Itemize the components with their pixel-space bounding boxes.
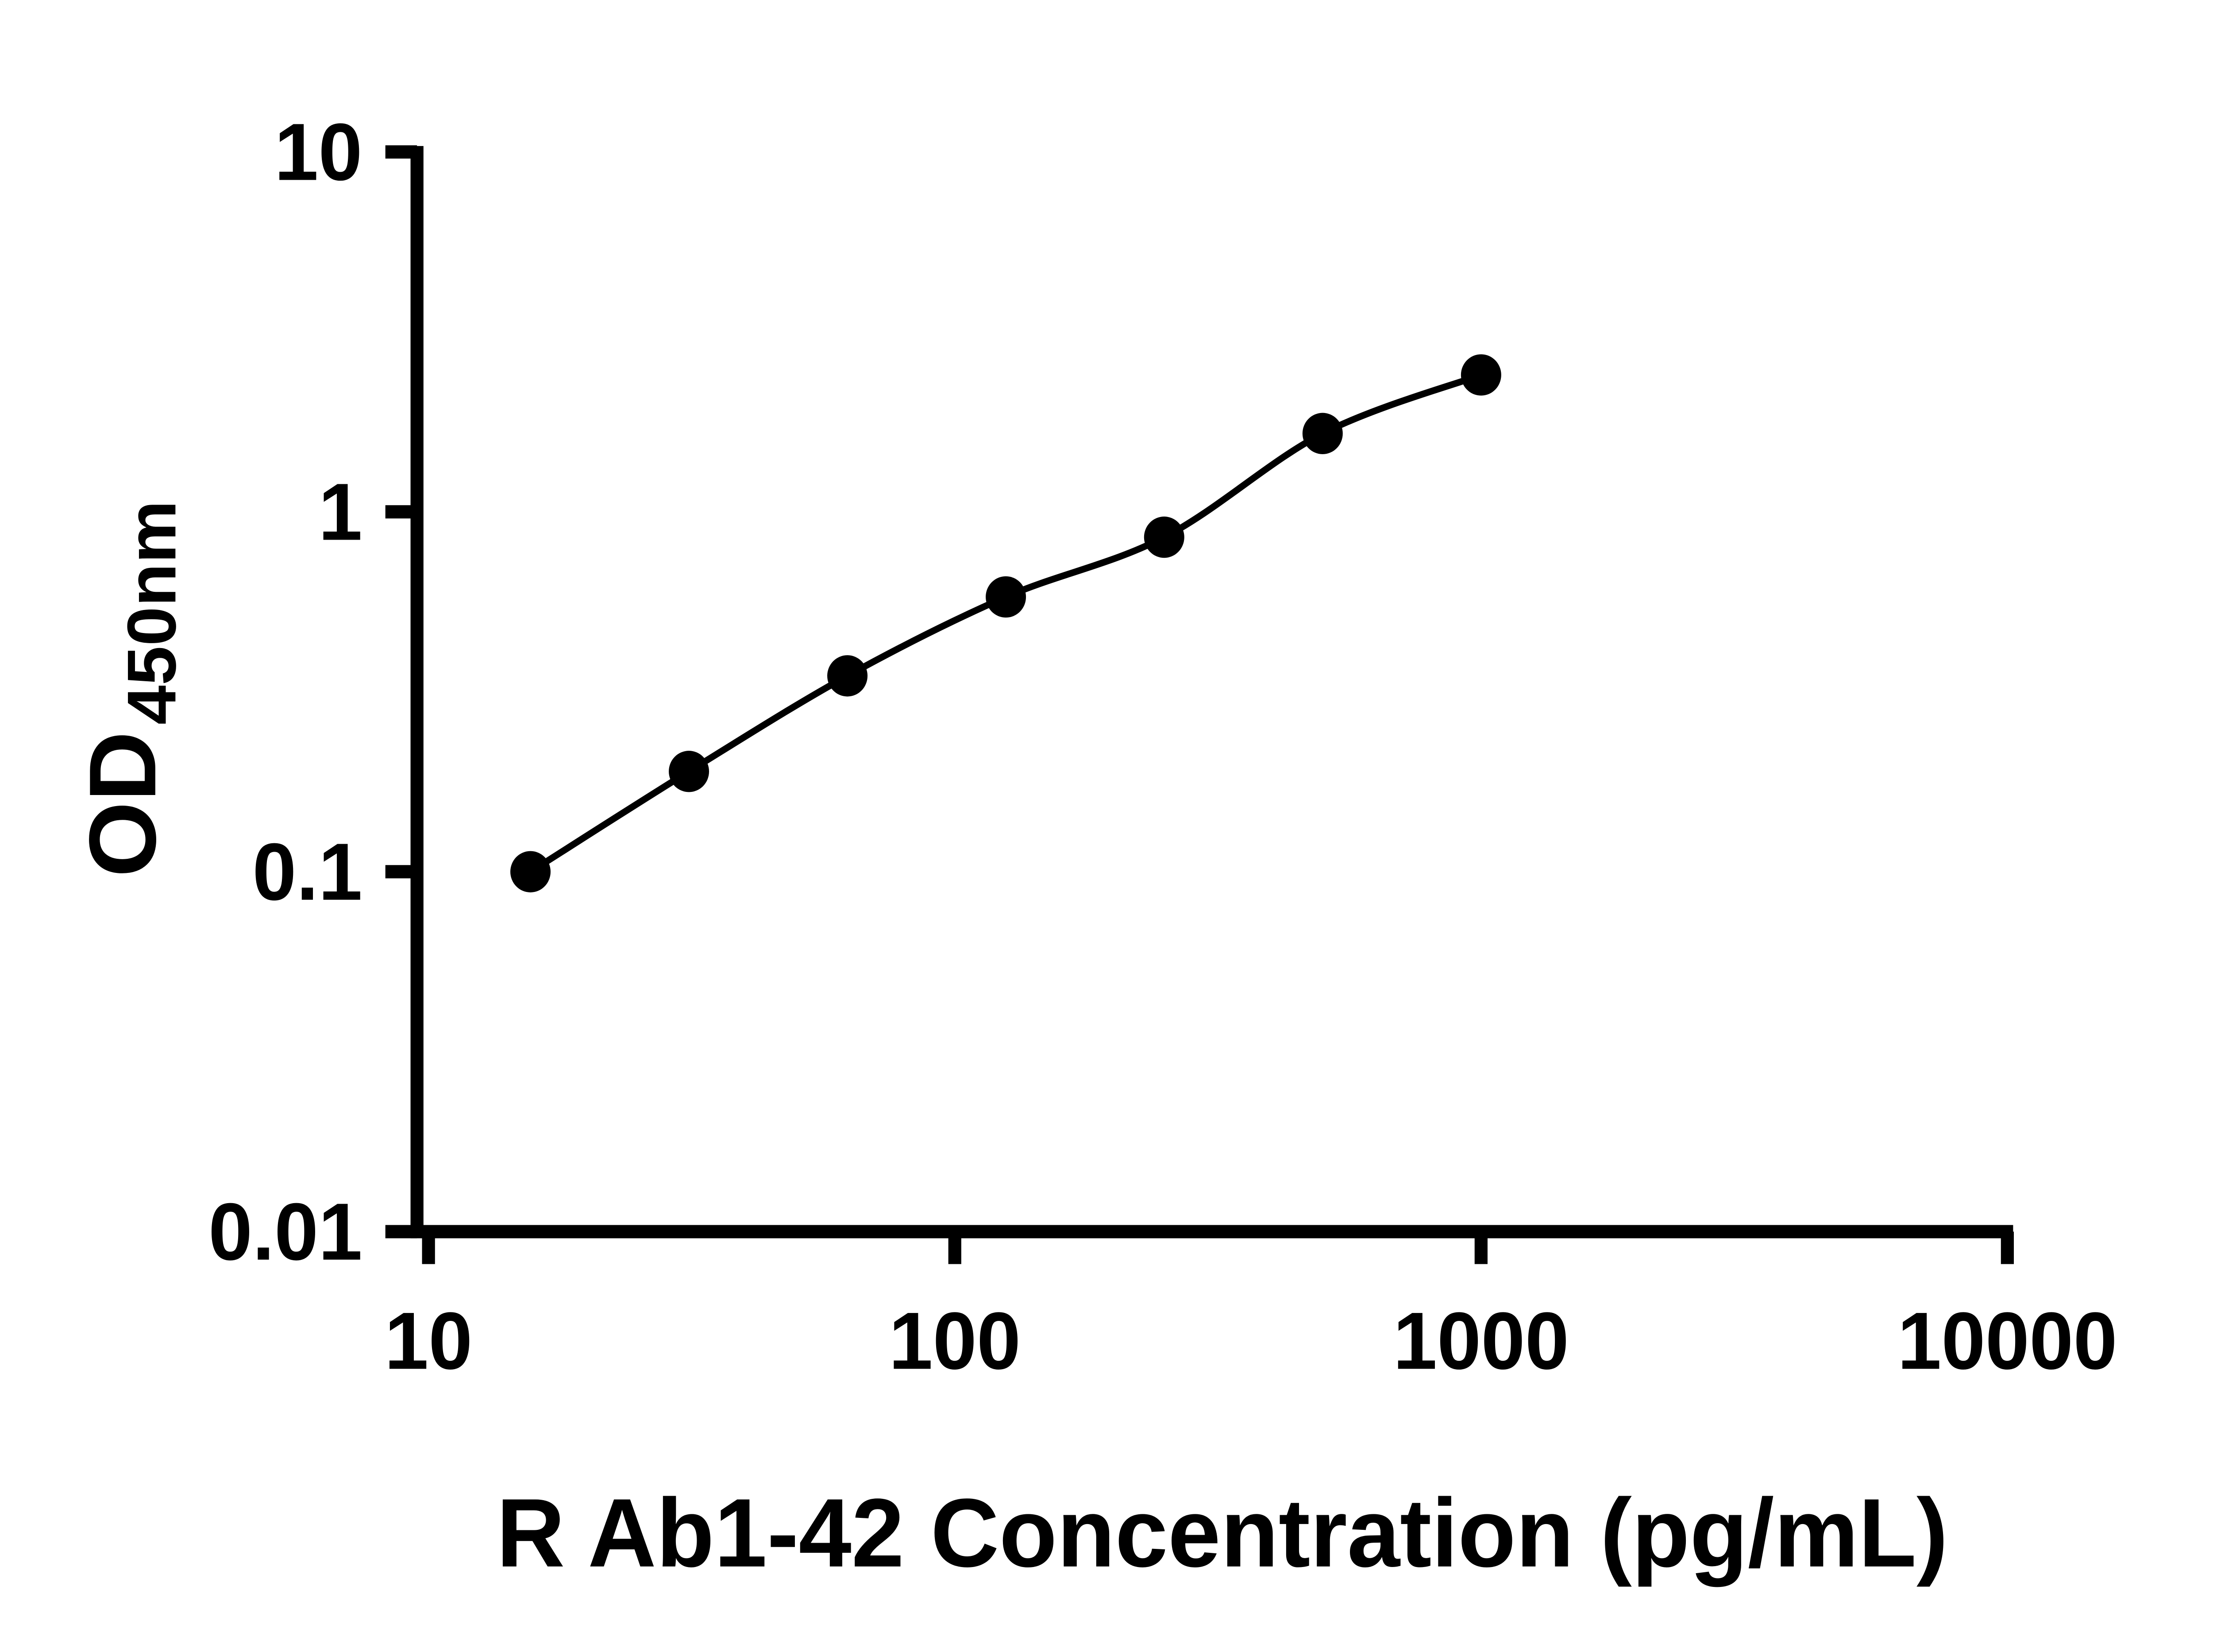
x-axis-title: R Ab1-42 Concentration (pg/mL) [497,1478,1948,1587]
data-point [827,655,868,697]
data-point [510,851,551,892]
fit-curve [528,371,1482,875]
x-tick-label: 10 [385,1296,473,1386]
y-tick-label: 0.1 [252,827,362,918]
axis-lines [410,146,2013,1239]
y-tick-label: 0.01 [208,1187,362,1278]
y-axis-title: OD 450nm [69,500,190,877]
data-point [1144,516,1184,558]
y-axis-title-main: OD [69,731,176,877]
x-tick-label: 100 [889,1296,1021,1386]
data-point [986,576,1026,618]
y-tick-label: 1 [318,467,362,558]
y-axis-title-subscript: 450nm [113,500,190,725]
x-tick-label: 10000 [1897,1296,2117,1386]
x-axis-ticks: 10 100 1000 10000 [385,1231,2117,1386]
y-tick-label: 10 [274,107,362,197]
series-layer [510,354,1501,892]
data-point [1302,413,1343,454]
data-point [1461,354,1501,396]
data-point [669,751,709,792]
x-tick-label: 1000 [1393,1296,1569,1386]
y-axis-ticks: 0.01 0.1 1 10 [208,107,417,1277]
